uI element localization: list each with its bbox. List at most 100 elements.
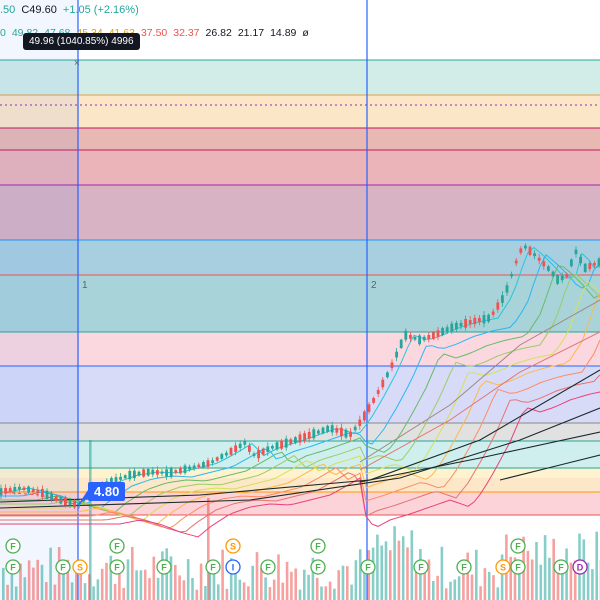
volume-bar	[148, 578, 151, 600]
vertical-line-label-1: 1	[82, 280, 88, 291]
volume-bar	[49, 547, 52, 600]
volume-bar	[393, 526, 396, 600]
candle-body	[54, 496, 58, 501]
volume-bar	[518, 569, 521, 600]
event-badge-lower-12	[495, 559, 511, 575]
candle-body	[556, 275, 559, 284]
candle-body	[211, 460, 214, 463]
event-badge-lower-9	[360, 559, 376, 575]
candle-body	[473, 317, 477, 325]
candle-body	[243, 441, 247, 445]
event-badge-lower-5	[205, 559, 221, 575]
ma-line-6	[0, 339, 600, 529]
volume-bar	[105, 562, 108, 600]
volume-bar	[453, 579, 457, 600]
candle-body	[114, 477, 118, 483]
volume-bar	[221, 549, 224, 600]
volume-bar	[483, 568, 487, 600]
ohlc-close: C49.60	[21, 4, 57, 16]
candle-body	[335, 428, 339, 433]
volume-bar	[423, 560, 426, 600]
ma-value-9: 14.89	[270, 27, 297, 39]
measure-tooltip: 49.96 (1040.85%) 4996	[23, 33, 140, 50]
candle-body	[22, 487, 26, 490]
event-badge-upper-3	[310, 538, 326, 554]
volume-bar	[32, 567, 35, 600]
volume-bar	[470, 574, 474, 600]
volume-bar	[354, 560, 358, 600]
volume-bar	[135, 570, 138, 600]
candle-body	[510, 274, 513, 277]
volume-bar	[462, 563, 465, 600]
candle-body	[519, 248, 523, 253]
event-badge-letter: F	[60, 563, 66, 573]
candle-body	[284, 438, 288, 448]
candle-body	[174, 470, 178, 473]
candle-body	[133, 470, 136, 479]
candle-body	[422, 336, 426, 341]
event-badge-letter: I	[232, 563, 235, 573]
price-label[interactable]: 4.80	[88, 482, 126, 501]
ma-line-8	[0, 391, 600, 538]
volume-bar	[565, 548, 568, 600]
event-badge-letter: F	[161, 563, 167, 573]
zone-band-6	[0, 275, 600, 332]
highlight-region	[0, 0, 78, 600]
volume-bar	[376, 534, 379, 600]
event-badge-letter: F	[10, 563, 16, 573]
volume-bar	[457, 576, 461, 600]
volume-bar	[573, 560, 577, 600]
volume-bar	[100, 568, 104, 600]
volume-bar	[466, 552, 469, 600]
event-badge-upper-4	[510, 538, 526, 554]
candle-body	[381, 379, 385, 388]
candle-body	[179, 467, 182, 474]
volume-bar	[40, 564, 44, 600]
volume-bar	[315, 577, 319, 600]
volume-bar	[363, 569, 366, 600]
volume-bar	[152, 556, 156, 600]
zone-band-11	[0, 468, 600, 478]
candle-body	[289, 439, 293, 444]
ma-value-0: 0	[0, 27, 6, 39]
volume-bar	[70, 582, 74, 600]
candle-body	[491, 311, 495, 315]
candle-body	[445, 327, 449, 332]
candle-body	[169, 468, 173, 478]
ma-line-red	[359, 331, 600, 471]
volume-bar	[96, 579, 100, 600]
candle-body	[330, 425, 334, 433]
candle-body	[542, 261, 546, 267]
event-badge-lower-7	[260, 559, 276, 575]
event-badge-letter: F	[365, 563, 371, 573]
candle-body	[137, 471, 141, 476]
candle-body	[353, 426, 357, 431]
zone-band-3	[0, 150, 600, 185]
event-badge-letter: F	[515, 563, 521, 573]
candle-body	[399, 339, 403, 348]
volume-bar	[238, 579, 242, 600]
candle-body	[45, 490, 49, 499]
volume-bar	[569, 562, 573, 600]
candle-body	[524, 245, 527, 249]
candle-body	[418, 335, 421, 345]
candle-body	[326, 425, 329, 432]
candle-body	[165, 469, 168, 477]
candle-body	[202, 462, 205, 468]
volume-bar	[272, 579, 276, 600]
candle-body	[597, 258, 600, 267]
volume-bar	[66, 559, 70, 600]
candle-body	[307, 431, 311, 439]
candle-body	[266, 446, 270, 452]
candle-body	[565, 274, 569, 278]
crosshair-marker: ×	[74, 58, 80, 69]
volume-bar	[509, 556, 512, 600]
volume-bar	[264, 577, 267, 600]
volume-bar	[290, 571, 293, 600]
candle-body	[455, 322, 458, 330]
volume-bar	[126, 559, 130, 600]
ma-value-6: 32.37	[173, 27, 200, 39]
volume-bar	[595, 531, 598, 600]
